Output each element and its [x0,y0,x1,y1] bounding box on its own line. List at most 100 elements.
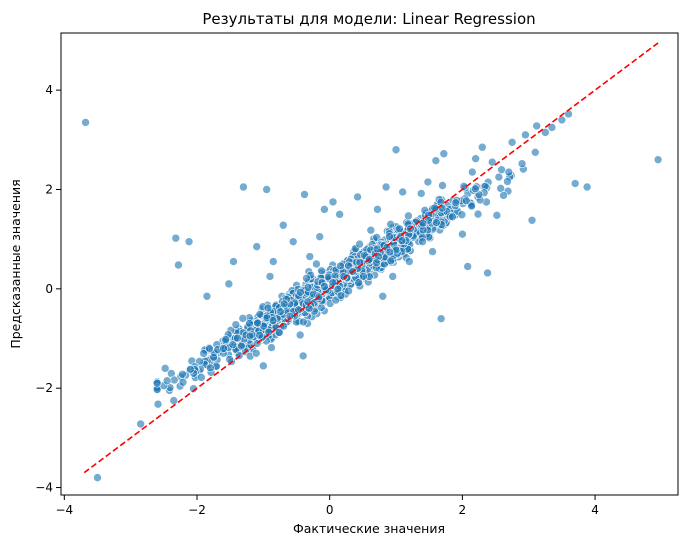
data-point [302,273,311,283]
data-point [178,369,187,379]
data-point [381,182,391,192]
data-point [219,344,228,353]
data-point [582,182,592,192]
data-point [366,225,376,235]
data-point [448,212,457,222]
data-point [268,316,278,325]
data-point [263,303,273,313]
y-tick-label: −4 [35,481,53,495]
data-point [378,291,388,301]
data-point [239,182,248,192]
data-point [328,197,338,207]
data-points [81,109,663,482]
data-point [233,333,242,343]
data-point [269,257,278,266]
data-point [355,258,365,267]
data-point [521,130,530,140]
data-point [197,373,206,382]
data-point [295,330,305,340]
data-point [136,419,145,429]
data-point [504,167,514,177]
data-point [251,348,261,358]
data-point [229,257,238,266]
data-point [397,236,407,246]
y-tick-label: −2 [35,381,53,395]
data-point [416,189,426,198]
data-point [169,375,179,385]
data-point [336,261,345,271]
data-point [532,121,541,131]
data-point [354,278,363,287]
data-point [471,184,480,193]
data-point [305,252,315,261]
data-point [386,219,395,229]
data-point [259,361,268,371]
data-point [245,319,254,328]
data-point [298,351,308,361]
x-tick-label: 4 [591,503,599,517]
data-point [238,314,248,323]
data-point [320,282,329,291]
data-point [431,156,441,165]
data-point [473,209,483,219]
data-point [288,237,298,246]
data-point [372,258,381,268]
data-point [184,237,194,246]
data-point [206,363,215,373]
x-axis-label: Фактические значения [293,521,445,536]
data-point [169,396,179,405]
data-point [252,242,262,251]
data-point [317,266,326,276]
x-tick-label: 0 [326,503,334,517]
data-point [265,272,275,281]
data-point [463,262,472,271]
data-point [339,272,349,281]
data-point [653,155,663,164]
data-point [336,291,346,301]
data-point [385,247,395,257]
data-point [276,307,285,316]
data-point [461,196,471,206]
data-point [471,154,480,163]
x-tick-label: 2 [459,503,467,517]
data-point [428,247,437,256]
data-point [391,145,401,155]
data-point [174,260,183,270]
data-point [487,157,497,167]
data-point [344,286,353,296]
data-point [385,232,394,241]
data-point [298,317,308,327]
data-point [171,233,181,243]
data-point [335,210,344,219]
y-tick-label: 4 [45,83,53,97]
data-point [312,259,321,269]
data-point [262,185,271,194]
data-point [423,177,433,187]
data-point [224,279,234,289]
plot-frame [60,32,679,496]
data-point [255,309,265,319]
data-point [202,291,212,301]
data-point [153,399,163,409]
chart-title: Результаты для модели: Linear Regression [202,10,535,28]
data-point [483,268,492,278]
data-point [152,378,162,388]
data-point [178,377,188,387]
data-point [253,318,262,328]
data-point [570,179,580,188]
data-point [353,192,362,202]
data-point [439,149,449,159]
data-point [255,330,264,340]
data-point [477,142,487,152]
reference-line-layer [83,42,659,474]
data-point [405,257,414,266]
data-point [438,181,447,190]
data-point [160,364,170,373]
data-point [557,115,567,125]
data-point [547,123,557,132]
data-point [245,331,255,341]
data-point [93,473,102,482]
data-point [221,335,231,344]
data-point [388,272,398,281]
data-point [499,191,508,200]
